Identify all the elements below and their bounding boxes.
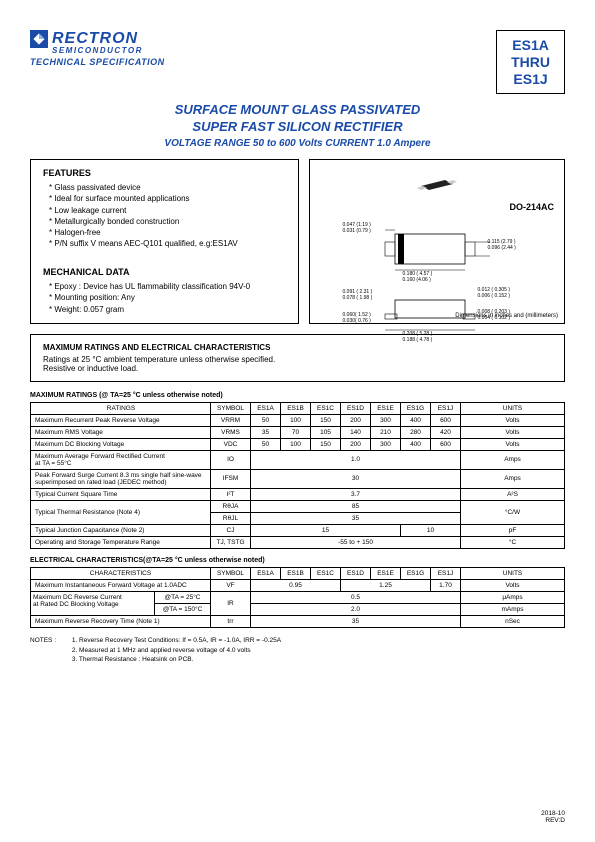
feature-item: * P/N suffix V means AEC-Q101 qualified,…	[49, 238, 286, 249]
chip-icon	[417, 174, 457, 194]
note-item: 2. Measured at 1 MHz and applied reverse…	[72, 646, 281, 656]
mech-item: * Mounting position: Any	[49, 292, 286, 303]
features-heading: FEATURES	[43, 168, 286, 178]
notes: NOTES : 1. Reverse Recovery Test Conditi…	[30, 636, 565, 665]
feature-item: * Ideal for surface mounted applications	[49, 193, 286, 204]
note-item: 3. Thermal Resistance : Heatsink on PCB.	[72, 655, 281, 665]
table-header-row: RATINGSSYMBOLES1AES1BES1CES1DES1EES1GES1…	[31, 402, 565, 414]
max-ratings-table: RATINGSSYMBOLES1AES1BES1CES1DES1EES1GES1…	[30, 402, 565, 549]
part-l2: THRU	[511, 54, 550, 71]
logo-block: RECTRON SEMICONDUCTOR TECHNICAL SPECIFIC…	[30, 30, 165, 67]
dim-caption: Dimensions in inches and (millimeters)	[455, 313, 558, 319]
title-sub: VOLTAGE RANGE 50 to 600 Volts CURRENT 1.…	[30, 138, 565, 149]
rev-date: 2018-10	[541, 810, 565, 817]
elec-table: CHARACTERISTICSSYMBOLES1AES1BES1CES1DES1…	[30, 567, 565, 628]
feature-item: * Glass passivated device	[49, 182, 286, 193]
elec-label: ELECTRICAL CHARACTERISTICS(@TA=25 °C unl…	[30, 557, 565, 564]
mech-item: * Epoxy : Device has UL flammability cla…	[49, 281, 286, 292]
dim-e: 0.012 ( 0.305 )0.006 ( 0.152 )	[478, 288, 511, 299]
title-l2: SUPER FAST SILICON RECTIFIER	[30, 119, 565, 136]
features-box: FEATURES * Glass passivated device * Ide…	[30, 159, 299, 324]
max-ratings-label: MAXIMUM RATINGS (@ TA=25 °C unless other…	[30, 392, 565, 399]
package-diagram: DO-214AC 0.047 (1.19 )0.031 (0.79 ) 0.11…	[309, 159, 566, 324]
logo-spec: TECHNICAL SPECIFICATION	[30, 57, 165, 67]
revision: 2018-10 REV:D	[541, 810, 565, 824]
dim-g: 0.060( 1.52 )0.030( 0.76 )	[343, 313, 371, 324]
char-heading: MAXIMUM RATINGS AND ELECTRICAL CHARACTER…	[43, 343, 552, 352]
title-l1: SURFACE MOUNT GLASS PASSIVATED	[30, 102, 565, 119]
table-header-row: CHARACTERISTICSSYMBOLES1AES1BES1CES1DES1…	[31, 567, 565, 579]
content-row: FEATURES * Glass passivated device * Ide…	[30, 159, 565, 324]
dim-h: 0.208 ( 5.28 )0.188 ( 4.78 )	[403, 332, 433, 343]
dim-d: 0.091 ( 2.31 )0.078 ( 1.98 )	[343, 290, 373, 301]
part-l1: ES1A	[511, 37, 550, 54]
notes-label: NOTES :	[30, 636, 70, 646]
feature-item: * Low leakage current	[49, 205, 286, 216]
note-item: 1. Reverse Recovery Test Conditions: If …	[72, 636, 281, 646]
feature-item: * Metallurgically bonded construction	[49, 216, 286, 227]
char-l1: Ratings at 25 °C ambient temperature unl…	[43, 355, 552, 364]
dim-c: 0.180 ( 4.57 )0.160 (4.06 )	[403, 272, 433, 283]
rev-rev: REV:D	[541, 817, 565, 824]
mech-item: * Weight: 0.057 gram	[49, 304, 286, 315]
header: RECTRON SEMICONDUCTOR TECHNICAL SPECIFIC…	[30, 30, 565, 94]
part-number-box: ES1A THRU ES1J	[496, 30, 565, 94]
dim-b: 0.115 (2.79 )0.096 (2.44 )	[488, 240, 516, 251]
logo-icon	[30, 30, 48, 48]
package-label: DO-214AC	[509, 202, 554, 212]
dim-a: 0.047 (1.19 )0.031 (0.79 )	[343, 223, 371, 234]
mech-heading: MECHANICAL DATA	[43, 267, 286, 277]
feature-item: * Halogen-free	[49, 227, 286, 238]
title-block: SURFACE MOUNT GLASS PASSIVATED SUPER FAS…	[30, 102, 565, 149]
char-l2: Resistive or inductive load.	[43, 364, 552, 373]
part-l3: ES1J	[511, 71, 550, 88]
logo-sub: SEMICONDUCTOR	[52, 46, 165, 55]
characteristics-box: MAXIMUM RATINGS AND ELECTRICAL CHARACTER…	[30, 334, 565, 382]
